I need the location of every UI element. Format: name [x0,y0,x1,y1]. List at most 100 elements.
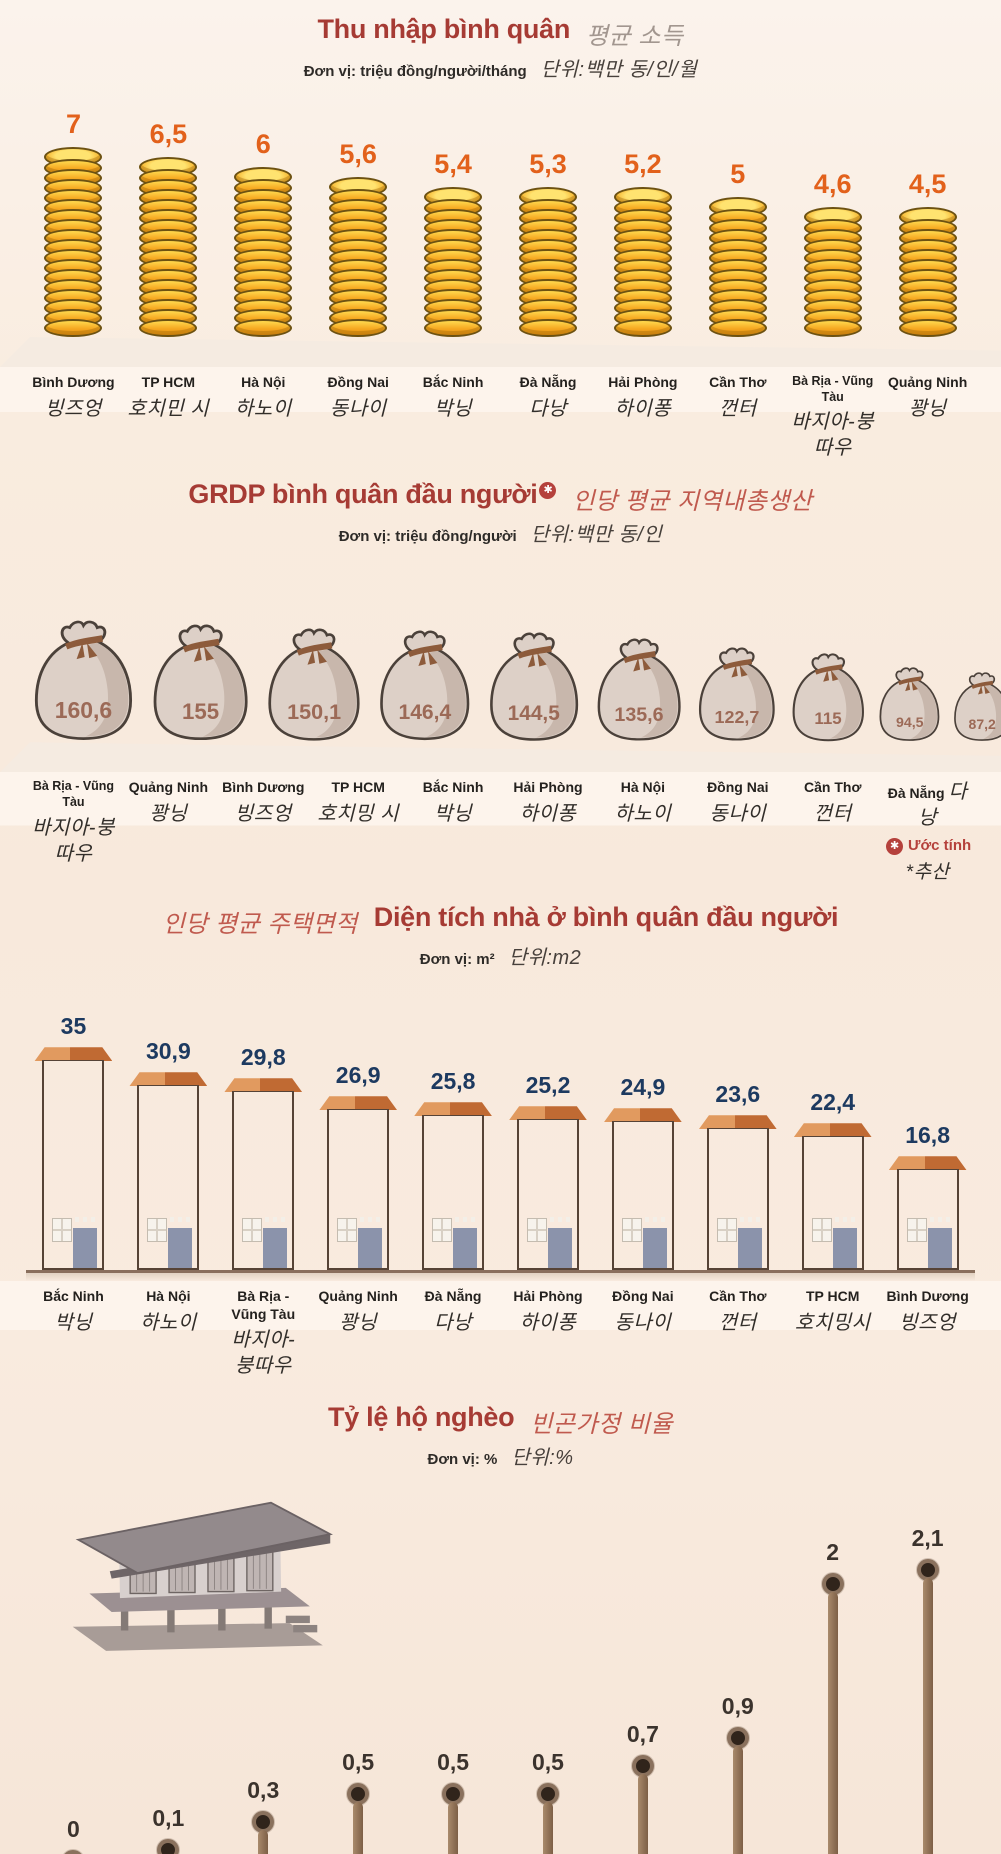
province-label: Bà Rịa - Vũng Tàu [792,374,874,404]
province-label-ko: 껀터 [718,1311,757,1334]
province-label-ko: 하이퐁 [519,1311,577,1334]
grdp-column: 94,5 [874,667,945,742]
house-body [232,1091,295,1271]
window-icon [147,1218,168,1243]
door-dot [186,1217,191,1223]
province-label: Đà Nẵng [519,374,577,390]
province-label-ko: 박닝 [434,397,472,420]
province-label-ko: 동나이 [614,1311,672,1334]
poverty-unit-row: Đơn vị: % 단위:% [0,1441,1001,1470]
grdp-column: 122,7 [692,647,782,742]
chart-label: Bà Rịa - Vũng Tàu 바지아-붕따우 [26,779,121,884]
grdp-value: 155 [182,698,220,724]
province-label: Bình Dương [222,779,305,796]
window-icon [621,1218,642,1243]
grdp-value: 87,2 [968,715,996,732]
province-label: Cần Thơ [709,1288,767,1305]
housing-value: 16,8 [905,1122,950,1149]
house-icon [508,1106,587,1271]
house-icon [414,1102,493,1271]
window-icon [716,1218,737,1243]
section-income: Thu nhập bình quân 평균 소득 Đơn vị: triệu đ… [0,0,1001,466]
door-icon [642,1228,667,1269]
housing-value: 22,4 [810,1089,856,1116]
estimate-footnote: ✱ Ước tính [880,837,975,855]
money-bag-icon: 155 [145,624,256,742]
province-label-ko: 꽝닝 [149,802,188,825]
province-label: TP HCM [805,1288,860,1305]
province-label: TP HCM [141,374,196,390]
house-icon [603,1108,682,1271]
housing-title: Diện tích nhà ở bình quân đầu người [373,902,839,933]
coin-icon [424,319,483,337]
door-dot [739,1217,744,1223]
housing-unit-korean: 단위:m2 [508,947,582,970]
province-label: Bình Dương [886,1288,969,1305]
income-value: 5,3 [529,149,567,179]
province-label-ko: 박닝 [54,1311,93,1334]
money-bag-icon: 115 [786,653,871,743]
door-icon [927,1228,952,1269]
housing-unit-row: Đơn vị: m² 단위:m2 [0,941,1001,970]
chart-label: Quảng Ninh 꽝닝 [311,1288,406,1384]
province-label: Đồng Nai [612,1288,674,1305]
grdp-column: 160,6 [26,620,141,742]
income-title-korean: 평균 소득 [586,23,684,50]
door-dot [455,1217,460,1223]
province-label: Bà Rịa - Vũng Tàu [32,779,115,809]
province-label-ko: 동나이 [329,397,387,420]
roof-icon [603,1108,682,1123]
door-dot [937,1217,942,1223]
lollipop-stem [732,1746,743,1854]
lollipop-stem [542,1802,553,1854]
province-label-ko: 바지아- 붕따우 [231,1329,296,1378]
door-dot [75,1217,80,1223]
money-bag-icon: 87,2 [949,672,1001,742]
grdp-title: GRDP bình quân đầu người ✱ [188,479,557,510]
income-column: 4,5 [880,169,975,337]
poverty-value: 0,3 [247,1777,280,1804]
province-label-ko: 다낭 [918,781,968,830]
housing-column: 24,9 [595,1074,690,1271]
house-icon [34,1047,113,1271]
province-label-ko: 하이퐁 [519,802,577,825]
chart-label: Đà Nẵng 다낭 ✱ Ước tính *추산 [880,779,975,884]
coin-icon [613,319,672,337]
section-housing: 인당 평균 주택면적 Diện tích nhà ở bình quân đầu… [0,888,1001,1389]
window-icon [526,1218,547,1243]
door-dot [281,1217,286,1223]
house-icon [224,1078,303,1271]
lollipop-stem [922,1578,933,1854]
poverty-title-korean: 빈곤가정 비율 [530,1411,673,1439]
door-dot [170,1217,175,1223]
province-label-ko: 동나이 [709,802,767,825]
poverty-column: 0,9 [690,1693,785,1854]
grdp-chart: 160,6 155 150,1 146,4 144,5 135,6 122,7 115 94,5… [0,547,1001,742]
door-icon [737,1228,762,1269]
province-label-ko: 꽝닝 [339,1311,378,1334]
coin-icon [234,319,293,337]
housing-labels: Bắc Ninh 박닝 Hà Nội 하노이 Bà Rịa - Vũng Tàu 바지아-… [0,1281,1001,1389]
province-label-ko: 하노이 [614,802,672,825]
chart-label: Đồng Nai 동나이 [595,1288,690,1384]
income-value: 4,5 [908,169,947,199]
lollipop-stem [258,1830,269,1854]
province-label: Hà Nội [241,374,286,390]
poverty-unit: Đơn vị: % [427,1451,498,1469]
province-label-ko: 빙즈엉 [234,802,292,825]
poverty-value: 0,9 [721,1693,754,1720]
housing-chart: 35 30,9 29,8 26,9 25,8 25,2 24,9 23,6 22,4 16,8 [0,970,1001,1271]
house-icon [698,1115,777,1271]
grdp-title-korean: 인당 평균 지역내총생산 [572,488,813,516]
grdp-value: 115 [814,708,842,728]
province-label-ko: 호치민 시 [127,397,210,420]
roof-icon [793,1123,872,1138]
income-labels: Bình Dương 빙즈엉 TP HCM 호치민 시 Hà Nội 하노이 Đồng Na… [0,367,1001,466]
house-body [611,1121,674,1271]
door-dot [83,1217,88,1223]
door-icon [547,1228,572,1269]
chart-label: Hà Nội 하노이 [121,1288,216,1384]
door-dot [842,1217,847,1223]
poverty-value: 0,5 [342,1749,375,1776]
